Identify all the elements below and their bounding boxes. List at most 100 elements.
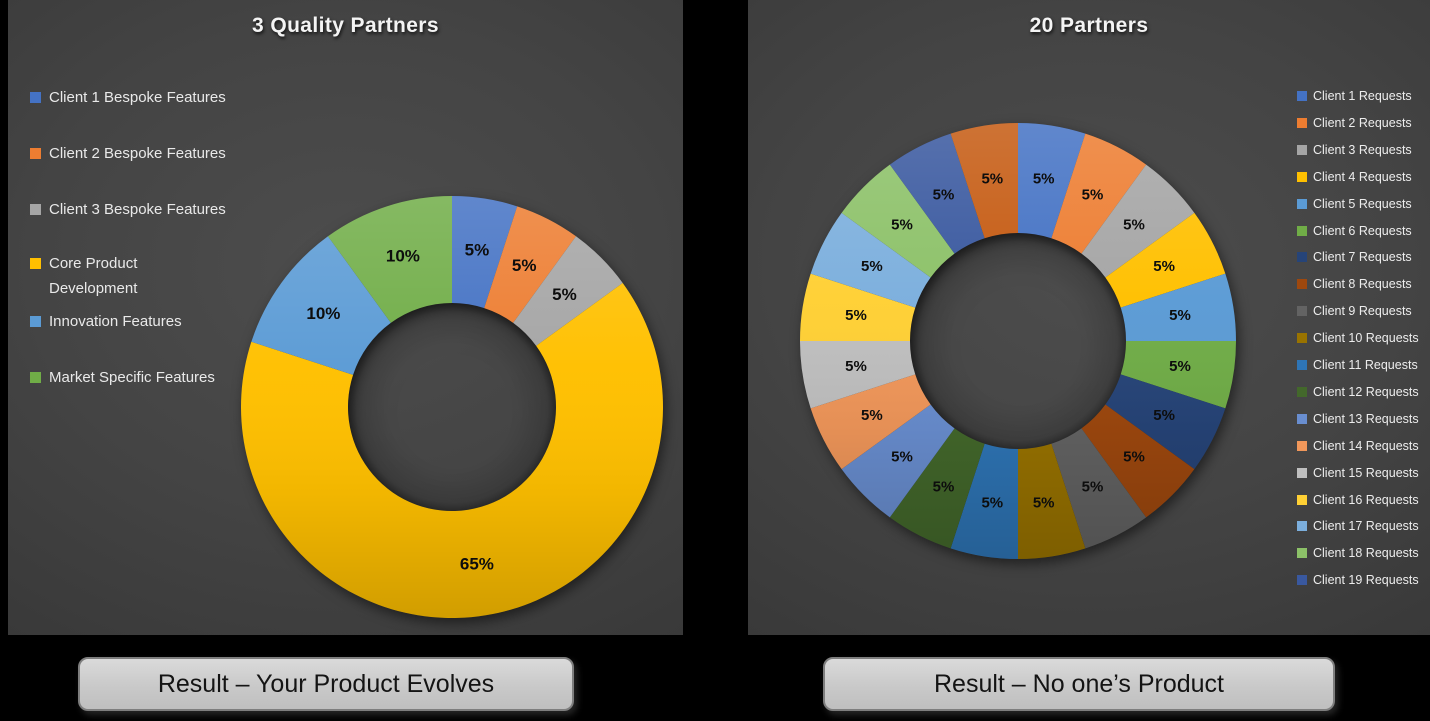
chart-title-left: 3 Quality Partners: [252, 14, 439, 37]
legend-item: Innovation Features: [30, 309, 182, 334]
donut-hole-shadow: [348, 303, 556, 511]
data-label: 10%: [306, 304, 340, 323]
data-label: 5%: [552, 285, 577, 304]
legend-item: Client 13 Requests: [1297, 411, 1419, 428]
legend-item: Core Product Development: [30, 251, 170, 301]
result-button-left[interactable]: Result – Your Product Evolves: [78, 657, 574, 711]
legend-swatch-icon: [1297, 386, 1307, 397]
legend-swatch-icon: [1297, 494, 1307, 505]
donut-chart-right: 5% 5% 5% 5% 5% 5% 5% 5% 5% 5% 5% 5% 5% 5% 5% 5% 5% 5% 5% 5%: [800, 123, 1236, 559]
legend-item: Client 19 Requests: [1297, 572, 1419, 589]
legend-item: Client 15 Requests: [1297, 465, 1419, 482]
legend-swatch-icon: [1297, 333, 1307, 344]
legend-label: Client 14 Requests: [1313, 438, 1419, 453]
donut-chart-left: 5% 5% 5% 65% 10% 10%: [241, 196, 664, 619]
data-label: 5%: [1082, 186, 1104, 203]
data-label: 5%: [465, 241, 490, 260]
legend-label: Core Product Development: [49, 255, 138, 297]
legend-label: Client 1 Bespoke Features: [49, 89, 226, 106]
legend-item: Client 17 Requests: [1297, 518, 1419, 535]
donut-sheen-overlay: [800, 123, 1236, 559]
legend-swatch-icon: [1297, 117, 1307, 128]
legend-item: Client 2 Requests: [1297, 115, 1412, 132]
data-label: 5%: [1123, 217, 1145, 234]
legend-label: Client 7 Requests: [1313, 250, 1412, 265]
legend-item: Client 2 Bespoke Features: [30, 141, 226, 166]
legend-swatch-icon: [1297, 306, 1307, 317]
legend-label: Client 1 Requests: [1313, 89, 1412, 103]
data-label: 65%: [460, 555, 494, 574]
legend-label: Client 15 Requests: [1313, 465, 1419, 480]
legend-item: Client 11 Requests: [1297, 357, 1418, 374]
legend-item: Client 16 Requests: [1297, 492, 1419, 509]
legend-item: Client 18 Requests: [1297, 545, 1419, 562]
right-chart-panel: 20 Partners 5% 5% 5% 5% 5% 5% 5% 5% 5% 5% 5% 5% 5% 5%…: [748, 0, 1430, 635]
legend-swatch-icon: [1297, 548, 1307, 559]
legend-swatch-icon: [30, 204, 41, 215]
data-label: 5%: [981, 171, 1003, 188]
legend-label: Client 9 Requests: [1313, 304, 1412, 319]
data-label: 5%: [1153, 258, 1175, 275]
chart-title-right: 20 Partners: [1029, 14, 1149, 37]
legend-item: Client 7 Requests: [1297, 249, 1412, 266]
data-label: 5%: [512, 256, 537, 275]
legend-label: Client 3 Requests: [1313, 142, 1412, 157]
legend-label: Market Specific Features: [49, 369, 215, 386]
legend-swatch-icon: [30, 148, 41, 159]
data-label: 5%: [861, 407, 883, 424]
data-label: 5%: [1169, 307, 1191, 324]
data-label: 5%: [981, 495, 1003, 512]
legend-swatch-icon: [1297, 575, 1307, 586]
legend-swatch-icon: [1297, 440, 1307, 451]
legend-label: Client 13 Requests: [1313, 411, 1419, 426]
legend-label: Client 8 Requests: [1313, 277, 1412, 292]
data-label: 5%: [933, 479, 955, 496]
legend-label: Client 18 Requests: [1313, 546, 1419, 561]
legend-swatch-icon: [30, 258, 41, 269]
legend-label: Client 2 Bespoke Features: [49, 145, 226, 162]
legend-item: Client 6 Requests: [1297, 223, 1412, 240]
legend-item: Client 3 Bespoke Features: [30, 197, 226, 222]
legend-swatch-icon: [1297, 413, 1307, 424]
legend-swatch-icon: [1297, 279, 1307, 290]
legend-item: Client 8 Requests: [1297, 276, 1412, 293]
legend-swatch-icon: [1297, 91, 1307, 101]
data-label: 5%: [1033, 495, 1055, 512]
data-label: 5%: [1082, 479, 1104, 496]
data-label: 5%: [1123, 449, 1145, 466]
legend-swatch-icon: [1297, 360, 1307, 370]
left-chart-panel: 3 Quality Partners 5% 5% 5% 65% 10% 10% Clien…: [8, 0, 683, 635]
data-label: 10%: [386, 246, 420, 265]
legend-label: Client 19 Requests: [1313, 573, 1419, 588]
legend-label: Client 5 Requests: [1313, 196, 1412, 211]
legend-item: Client 3 Requests: [1297, 142, 1412, 159]
donut-hole-shadow: [910, 233, 1126, 449]
result-button-right[interactable]: Result – No one’s Product: [823, 657, 1335, 711]
legend-item: Client 14 Requests: [1297, 438, 1419, 455]
data-label: 5%: [845, 307, 867, 324]
legend-swatch-icon: [1297, 467, 1307, 478]
legend-swatch-icon: [1297, 252, 1307, 263]
legend-label: Client 6 Requests: [1313, 223, 1412, 238]
data-label: 5%: [1153, 407, 1175, 424]
legend-label: Client 2 Requests: [1313, 115, 1412, 130]
legend-item: Client 12 Requests: [1297, 384, 1419, 401]
legend-swatch-icon: [1297, 171, 1307, 182]
legend-item: Client 9 Requests: [1297, 303, 1412, 320]
legend-swatch-icon: [1297, 144, 1307, 155]
legend-item: Client 5 Requests: [1297, 196, 1412, 213]
legend-swatch-icon: [1297, 225, 1307, 236]
data-label: 5%: [891, 217, 913, 234]
legend-label: Client 12 Requests: [1313, 384, 1419, 399]
data-label: 5%: [1169, 358, 1191, 375]
legend-item: Client 10 Requests: [1297, 330, 1419, 347]
legend-item: Client 4 Requests: [1297, 169, 1412, 186]
legend-label: Client 3 Bespoke Features: [49, 201, 226, 218]
data-label: 5%: [891, 449, 913, 466]
data-label: 5%: [1033, 171, 1055, 188]
legend-item: Client 1 Requests: [1297, 88, 1412, 105]
data-label: 5%: [861, 258, 883, 275]
legend-label: Innovation Features: [49, 313, 182, 330]
legend-item: Market Specific Features: [30, 365, 215, 390]
